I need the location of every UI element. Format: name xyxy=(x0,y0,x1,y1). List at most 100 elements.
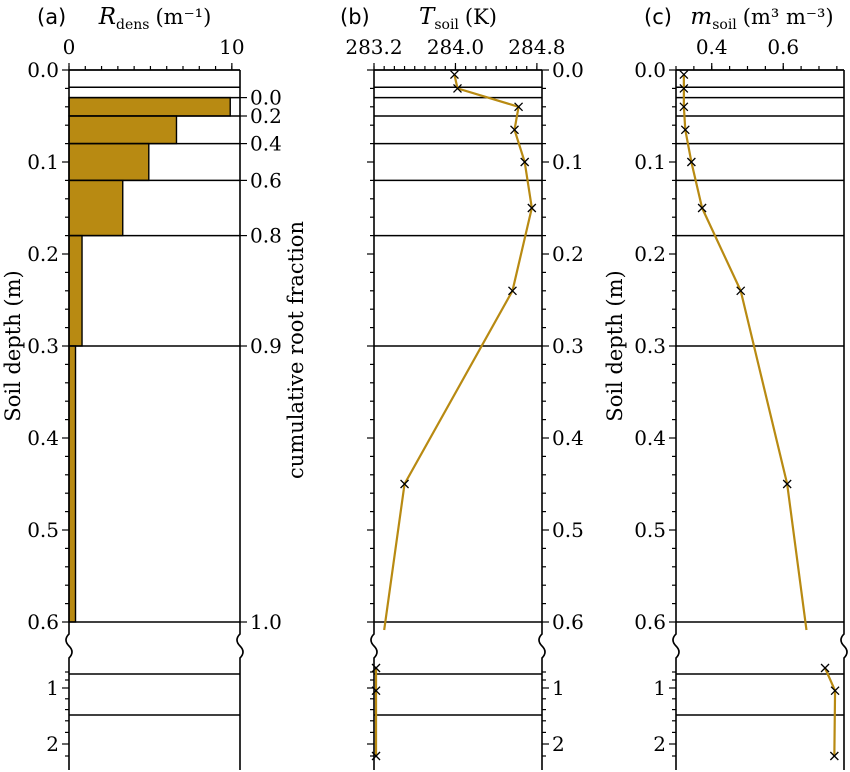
depth-tick-label: 0.6 xyxy=(552,610,584,634)
moisture-line-deep xyxy=(824,667,837,757)
panel-title: Tsoil (K) xyxy=(419,4,497,33)
x-tick-label: 0 xyxy=(63,35,76,59)
depth-tick-label: 0.0 xyxy=(552,58,584,82)
data-marker xyxy=(449,70,459,80)
depth-tick-label: 0.0 xyxy=(634,58,666,82)
panel-c-left-break xyxy=(672,622,680,770)
depth-tick-label: 1 xyxy=(552,676,565,700)
panel-b-left-break xyxy=(370,622,378,770)
depth-tick-label: 1 xyxy=(46,676,59,700)
depth-tick-label: 2 xyxy=(46,732,59,756)
depth-tick-label: 0.2 xyxy=(634,242,666,266)
data-marker xyxy=(820,663,830,673)
marker-stroke xyxy=(527,203,537,213)
y-axis-label: Soil depth (m) xyxy=(603,270,627,421)
marker-stroke xyxy=(400,479,410,489)
marker-stroke xyxy=(371,663,381,673)
data-marker xyxy=(829,751,839,761)
depth-tick-label: 0.2 xyxy=(27,242,59,266)
x-tick-label: 284.0 xyxy=(427,35,484,59)
marker-stroke xyxy=(510,125,519,135)
data-marker xyxy=(736,286,746,296)
marker-stroke xyxy=(697,203,707,213)
marker-stroke xyxy=(680,125,690,135)
marker-stroke xyxy=(679,102,689,112)
data-marker xyxy=(679,83,689,93)
panel-title: msoil (m³ m⁻³) xyxy=(690,4,833,33)
moisture-line xyxy=(682,74,808,631)
data-marker xyxy=(371,663,381,673)
root-fraction-label: 0.8 xyxy=(250,224,282,248)
panel-label: (b) xyxy=(340,5,370,29)
depth-tick-label: 1 xyxy=(653,676,666,700)
depth-tick-label: 0.6 xyxy=(27,610,59,634)
marker-stroke xyxy=(453,83,462,93)
panel-label: (a) xyxy=(37,5,66,29)
panel-a-left-break xyxy=(65,622,73,770)
root-fraction-axis-label: cumulative root fraction xyxy=(284,221,308,479)
depth-tick-label: 0.0 xyxy=(27,58,59,82)
data-marker xyxy=(686,157,696,167)
panel-c: 0.4 0.6 0.0 0.1 0.2 0.3 0.4 0.5 0.6 1 2 (c) msoil (m³… xyxy=(603,4,848,770)
marker-stroke xyxy=(782,479,792,489)
data-marker xyxy=(508,286,517,296)
marker-stroke xyxy=(829,751,839,761)
panel-b: 283.2 284.0 284.80.0 0.1 0.2 0.3 0.4 0.5 0.6 1 2 (b… xyxy=(340,4,584,770)
depth-tick-label: 2 xyxy=(653,732,666,756)
marker-stroke xyxy=(679,70,689,80)
depth-tick-label: 0.1 xyxy=(552,150,584,174)
data-marker xyxy=(679,70,689,80)
marker-stroke xyxy=(508,286,517,296)
root-density-bar xyxy=(68,96,231,117)
marker-stroke xyxy=(514,102,524,112)
data-marker xyxy=(510,125,519,135)
panel-a-right-break xyxy=(236,622,244,770)
data-marker xyxy=(782,479,792,489)
x-tick-label: 283.2 xyxy=(345,35,402,59)
panel-c-right-break xyxy=(840,622,848,770)
data-marker xyxy=(697,203,707,213)
panel-title: Rdens (m⁻¹) xyxy=(98,4,212,33)
root-fraction-label: 0.6 xyxy=(250,168,282,192)
root-density-bar xyxy=(68,115,178,145)
data-marker xyxy=(371,751,381,761)
data-marker xyxy=(830,686,840,696)
depth-tick-label: 0.1 xyxy=(634,150,666,174)
root-density-bar xyxy=(68,142,150,182)
temperature-line xyxy=(383,74,533,631)
marker-stroke xyxy=(449,70,459,80)
root-fraction-label: 0.2 xyxy=(250,104,282,128)
root-fraction-label: 1.0 xyxy=(250,610,282,634)
depth-tick-label: 0.3 xyxy=(552,334,584,358)
depth-tick-label: 0.4 xyxy=(27,426,59,450)
depth-tick-label: 0.2 xyxy=(552,242,584,266)
depth-tick-label: 0.4 xyxy=(634,426,666,450)
root-fraction-label: 0.4 xyxy=(250,132,282,156)
data-marker xyxy=(400,479,410,489)
depth-tick-label: 0.4 xyxy=(552,426,584,450)
depth-tick-label: 0.5 xyxy=(27,518,59,542)
marker-stroke xyxy=(820,663,830,673)
depth-tick-label: 0.6 xyxy=(634,610,666,634)
depth-tick-label: 0.5 xyxy=(634,518,666,542)
depth-tick-label: 0.3 xyxy=(634,334,666,358)
x-tick-label: 284.8 xyxy=(508,35,565,59)
x-tick-label: 0.6 xyxy=(767,35,799,59)
x-tick-label: 0.4 xyxy=(696,35,728,59)
root-fraction-label: 0.9 xyxy=(250,334,282,358)
marker-stroke xyxy=(686,157,696,167)
root-density-bar xyxy=(68,179,124,237)
marker-stroke xyxy=(830,686,840,696)
data-marker xyxy=(514,102,524,112)
root-fraction-label: 0.0 xyxy=(250,86,282,110)
y-axis-label: Soil depth (m) xyxy=(1,270,25,421)
panel-a: 0 100.00.10.20.30.40.50.6120.00.20.40.60.… xyxy=(1,4,308,770)
data-marker xyxy=(680,125,690,135)
marker-stroke xyxy=(736,286,746,296)
depth-tick-label: 0.3 xyxy=(27,334,59,358)
data-marker xyxy=(679,102,689,112)
marker-stroke xyxy=(520,157,530,167)
data-marker xyxy=(371,686,381,696)
data-marker xyxy=(453,83,462,93)
